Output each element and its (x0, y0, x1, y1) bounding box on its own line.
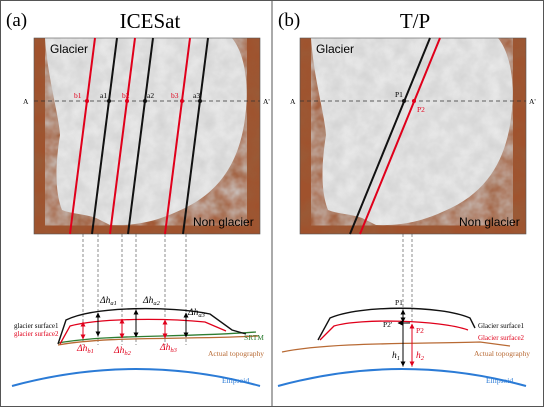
panel-a-title: ICESat (120, 9, 181, 33)
panel-a-srtm (57, 331, 257, 344)
panel-a-map-border (33, 37, 261, 235)
panel-a-section-end: A' (263, 97, 270, 106)
label-dh-a1: Δha1 (99, 296, 117, 307)
label-profile-p1: P1 (395, 298, 403, 307)
red-track-1 (69, 37, 96, 235)
black-track-2 (127, 37, 154, 235)
label-h2: h2 (416, 351, 425, 362)
black-track-3 (182, 37, 209, 235)
panel-a-surface-2-label: glacier surface2 (14, 330, 59, 338)
panel-b-non-glacier-label: Non glacier (459, 215, 520, 229)
label-dh-b1: Δhb1 (76, 344, 94, 355)
panel-a-section-start: A (23, 97, 29, 106)
panel-b-ellipsoid (277, 368, 527, 387)
panel-b-projections (402, 234, 413, 370)
panel-b-surface-2-label: Glacier surface2 (478, 334, 525, 342)
label-a1: a1 (100, 91, 107, 100)
label-dh-a3: Δha3 (187, 308, 206, 319)
label-b1: b1 (74, 91, 82, 100)
panel-b-glacier-surface-1 (317, 307, 476, 341)
label-a2: a2 (147, 91, 154, 100)
label-p1: P1 (395, 90, 403, 99)
label-b3: b3 (171, 91, 179, 100)
panel-a-ground-tracks (69, 37, 209, 235)
label-a3: a3 (193, 91, 200, 100)
panel-a-ellipsoid-label: Ellipsoid (222, 376, 249, 385)
label-p2: P2 (417, 105, 425, 114)
panel-b-actual-topography (281, 341, 511, 353)
panel-b-glacier-surface-2 (319, 320, 469, 341)
panel-a-label: (a) (6, 10, 27, 31)
black-track (349, 37, 431, 235)
panel-a-glacier-surface-1 (57, 307, 247, 345)
label-profile-p2: P2 (416, 326, 424, 335)
red-track-2 (109, 37, 136, 235)
glacier-texture (45, 38, 247, 226)
panel-a-non-glacier-label: Non glacier (193, 215, 254, 229)
point-b2 (125, 99, 129, 103)
panel-a-topography-label: Actual topography (208, 349, 264, 358)
panel-b-ellipsoid-label: Ellipsoid (486, 376, 513, 385)
panel-a-surface-1-label: glacier surface1 (14, 322, 59, 330)
panel-b: (b) T/P Glacier Non glacier A A' P1 P2 (277, 9, 536, 387)
panel-b-map-border (299, 37, 527, 235)
panel-a-glacier-label: Glacier (50, 42, 88, 56)
point-a3 (198, 99, 202, 103)
panel-b-topography-label: Actual topography (474, 349, 530, 358)
black-track-1 (91, 37, 118, 235)
panel-a: (a) ICESat Glacier Non glacier A A' (6, 9, 270, 387)
panel-b-map (300, 38, 526, 234)
panel-a-glacier-surface-2 (59, 318, 227, 345)
point-a2 (143, 99, 147, 103)
panel-b-surface-1-label: Glacier surface1 (478, 322, 525, 330)
panel-b-title: T/P (400, 9, 430, 33)
label-dh-a2: Δha2 (142, 296, 161, 307)
point-b1 (85, 99, 89, 103)
panel-b-label: (b) (278, 10, 300, 31)
label-profile-p2-prime: P2' (383, 320, 393, 329)
point-a1 (107, 99, 111, 103)
panel-a-map (34, 38, 260, 234)
point-b3 (180, 99, 184, 103)
label-h1: h1 (392, 351, 400, 362)
point-p1 (402, 99, 406, 103)
label-b2: b2 (122, 91, 130, 100)
panel-b-section-end: A' (529, 97, 536, 106)
panel-a-actual-topography (57, 335, 259, 346)
panel-b-glacier-label: Glacier (316, 42, 354, 56)
red-track (359, 37, 441, 235)
red-track-3 (164, 37, 191, 235)
panel-a-ellipsoid (11, 368, 261, 387)
point-p2 (412, 99, 416, 103)
glacier-texture (311, 38, 513, 226)
label-dh-b2: Δhb2 (113, 346, 132, 357)
label-dh-b3: Δhb3 (159, 343, 178, 354)
panel-a-srtm-label: SRTM (244, 333, 264, 342)
panel-b-section-start: A (290, 97, 296, 106)
